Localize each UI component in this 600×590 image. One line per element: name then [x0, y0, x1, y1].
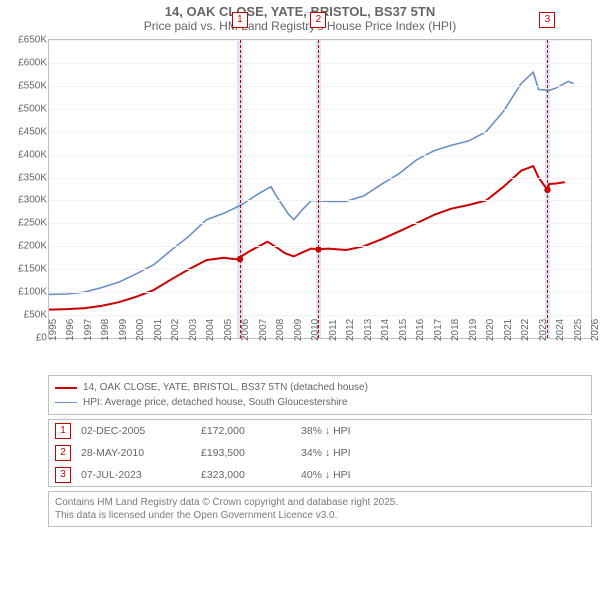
marker-box: 1 — [232, 12, 248, 28]
gridline — [49, 246, 591, 247]
x-tick-label: 1998 — [100, 319, 111, 341]
marker-box: 3 — [539, 12, 555, 28]
legend-row-hpi: HPI: Average price, detached house, Sout… — [55, 395, 585, 410]
x-tick-label: 2022 — [520, 319, 531, 341]
x-tick-label: 1999 — [118, 319, 129, 341]
legend: 14, OAK CLOSE, YATE, BRISTOL, BS37 5TN (… — [48, 375, 592, 415]
legend-label-hpi: HPI: Average price, detached house, Sout… — [83, 395, 347, 410]
y-tick-label: £200K — [3, 241, 47, 252]
x-tick-label: 2007 — [258, 319, 269, 341]
x-tick-label: 2006 — [240, 319, 251, 341]
y-tick-label: £350K — [3, 172, 47, 183]
title-line2: Price paid vs. HM Land Registry's House … — [0, 19, 600, 33]
series-price_paid — [49, 166, 565, 310]
x-tick-label: 2012 — [345, 319, 356, 341]
gridline — [49, 132, 591, 133]
x-tick-label: 2021 — [503, 319, 514, 341]
sale-delta: 34% ↓ HPI — [301, 447, 585, 459]
y-tick-label: £300K — [3, 195, 47, 206]
x-tick-label: 1996 — [65, 319, 76, 341]
x-tick-label: 2023 — [538, 319, 549, 341]
x-tick-label: 2025 — [573, 319, 584, 341]
x-tick-label: 2004 — [205, 319, 216, 341]
marker-line — [547, 40, 548, 338]
y-tick-label: £50K — [3, 310, 47, 321]
x-tick-label: 2008 — [275, 319, 286, 341]
x-tick-label: 2016 — [415, 319, 426, 341]
sale-delta: 38% ↓ HPI — [301, 425, 585, 437]
y-tick-label: £150K — [3, 264, 47, 275]
gridline — [49, 40, 591, 41]
gridline — [49, 269, 591, 270]
footer-line1: Contains HM Land Registry data © Crown c… — [55, 496, 585, 509]
sale-index-box: 1 — [55, 423, 71, 439]
gridline — [49, 178, 591, 179]
sale-price: £323,000 — [201, 469, 291, 481]
sale-date: 28-MAY-2010 — [81, 447, 191, 459]
x-tick-label: 1995 — [48, 319, 59, 341]
y-tick-label: £650K — [3, 35, 47, 46]
x-tick-label: 2009 — [293, 319, 304, 341]
y-tick-label: £250K — [3, 218, 47, 229]
x-tick-label: 1997 — [83, 319, 94, 341]
x-tick-label: 2017 — [433, 319, 444, 341]
plot-area: £0£50K£100K£150K£200K£250K£300K£350K£400… — [48, 39, 592, 339]
x-tick-label: 2020 — [485, 319, 496, 341]
sales-row: 1 02-DEC-2005 £172,000 38% ↓ HPI — [49, 420, 591, 442]
footer-line2: This data is licensed under the Open Gov… — [55, 509, 585, 522]
x-tick-label: 2005 — [223, 319, 234, 341]
x-tick-label: 2019 — [468, 319, 479, 341]
x-tick-label: 2024 — [555, 319, 566, 341]
y-tick-label: £450K — [3, 126, 47, 137]
x-tick-label: 2010 — [310, 319, 321, 341]
sale-index-box: 2 — [55, 445, 71, 461]
series-hpi — [49, 72, 574, 294]
legend-swatch-hpi — [55, 402, 77, 403]
y-tick-label: £0 — [3, 333, 47, 344]
marker-line — [318, 40, 319, 338]
sale-price: £193,500 — [201, 447, 291, 459]
sales-row: 3 07-JUL-2023 £323,000 40% ↓ HPI — [49, 464, 591, 486]
x-tick-label: 2000 — [135, 319, 146, 341]
x-tick-label: 2018 — [450, 319, 461, 341]
legend-swatch-price-paid — [55, 387, 77, 389]
sales-table: 1 02-DEC-2005 £172,000 38% ↓ HPI 2 28-MAY-201… — [48, 419, 592, 487]
legend-row-price-paid: 14, OAK CLOSE, YATE, BRISTOL, BS37 5TN (… — [55, 380, 585, 395]
x-tick-label: 2001 — [153, 319, 164, 341]
gridline — [49, 200, 591, 201]
footer: Contains HM Land Registry data © Crown c… — [48, 491, 592, 527]
gridline — [49, 86, 591, 87]
gridline — [49, 155, 591, 156]
gridline — [49, 109, 591, 110]
x-tick-label: 2026 — [590, 319, 600, 341]
title-line1: 14, OAK CLOSE, YATE, BRISTOL, BS37 5TN — [0, 4, 600, 19]
gridline — [49, 315, 591, 316]
x-tick-label: 2003 — [188, 319, 199, 341]
x-tick-label: 2013 — [363, 319, 374, 341]
chart-title: 14, OAK CLOSE, YATE, BRISTOL, BS37 5TN P… — [0, 0, 600, 35]
y-tick-label: £550K — [3, 80, 47, 91]
gridline — [49, 292, 591, 293]
chart-area: £0£50K£100K£150K£200K£250K£300K£350K£400… — [48, 39, 592, 369]
sale-index-box: 3 — [55, 467, 71, 483]
x-tick-label: 2002 — [170, 319, 181, 341]
x-tick-label: 2015 — [398, 319, 409, 341]
sales-row: 2 28-MAY-2010 £193,500 34% ↓ HPI — [49, 442, 591, 464]
x-tick-label: 2014 — [380, 319, 391, 341]
gridline — [49, 223, 591, 224]
y-tick-label: £400K — [3, 149, 47, 160]
sale-date: 07-JUL-2023 — [81, 469, 191, 481]
sale-delta: 40% ↓ HPI — [301, 469, 585, 481]
y-tick-label: £100K — [3, 287, 47, 298]
y-tick-label: £600K — [3, 57, 47, 68]
sale-date: 02-DEC-2005 — [81, 425, 191, 437]
chart-lines-svg — [49, 40, 591, 338]
x-tick-label: 2011 — [328, 319, 339, 341]
legend-label-price-paid: 14, OAK CLOSE, YATE, BRISTOL, BS37 5TN (… — [83, 380, 368, 395]
sale-price: £172,000 — [201, 425, 291, 437]
marker-line — [240, 40, 241, 338]
marker-box: 2 — [310, 12, 326, 28]
y-tick-label: £500K — [3, 103, 47, 114]
gridline — [49, 63, 591, 64]
